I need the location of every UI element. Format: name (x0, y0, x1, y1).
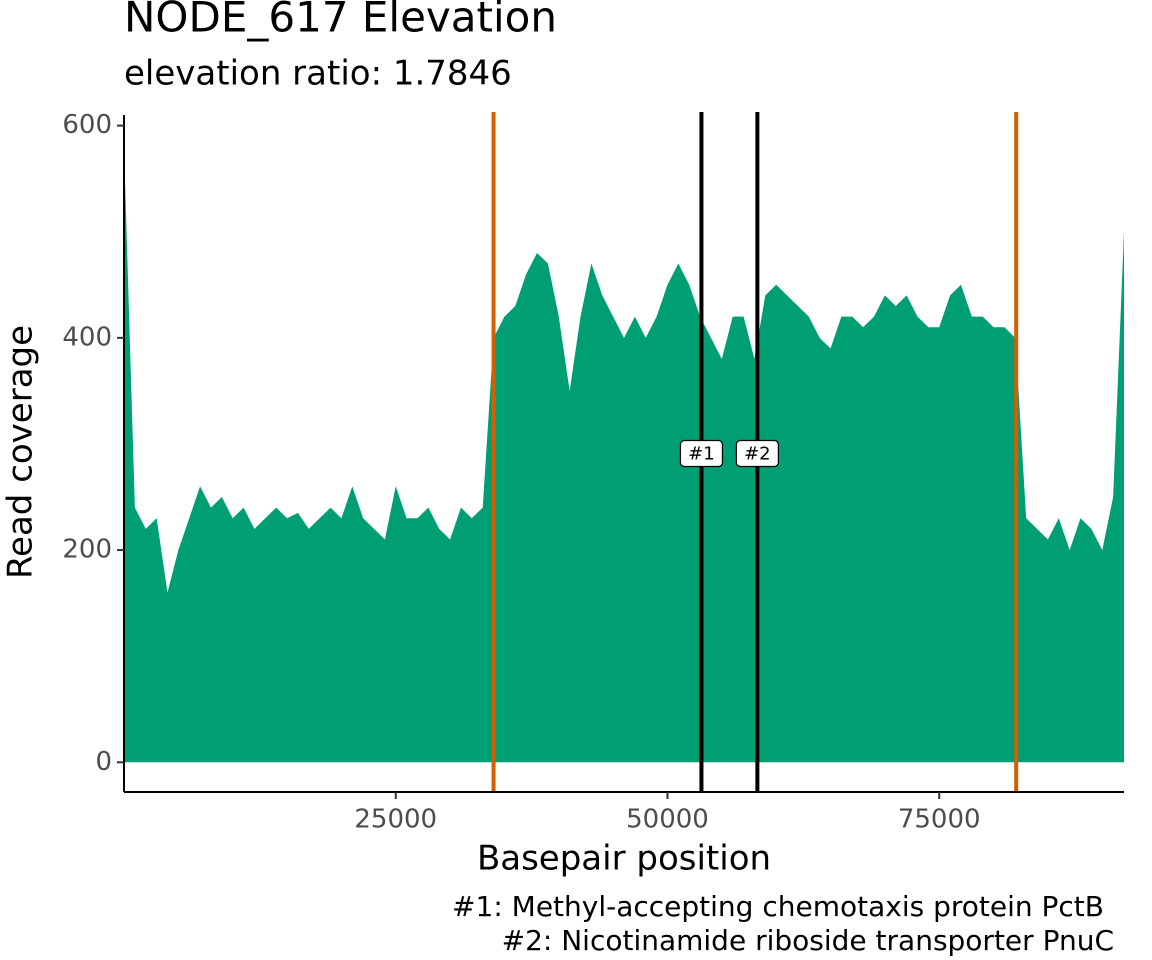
x-tick-label: 25000 (354, 805, 437, 835)
x-tick-label: 75000 (898, 805, 981, 835)
gene-label-box (735, 439, 779, 468)
x-tick-label: 50000 (626, 805, 709, 835)
annotation: #1: Methyl-accepting chemotaxis protein … (452, 890, 1104, 923)
y-axis-title: Read coverage (1, 325, 41, 579)
chart-subtitle: elevation ratio: 1.7846 (124, 54, 512, 94)
gene-label: #2 (744, 444, 771, 465)
y-tick-label: 400 (62, 322, 112, 352)
y-tick-label: 0 (95, 747, 112, 777)
gene-label: #1 (688, 444, 715, 465)
y-tick-label: 200 (62, 535, 112, 565)
coverage-area (124, 146, 1124, 763)
chart-title: NODE_617 Elevation (124, 0, 557, 42)
annotation: #2: Nicotinamide riboside transporter Pn… (502, 924, 1114, 957)
y-tick-label: 600 (62, 110, 112, 140)
x-axis-title: Basepair position (477, 839, 771, 879)
gene-label-box (679, 439, 724, 468)
